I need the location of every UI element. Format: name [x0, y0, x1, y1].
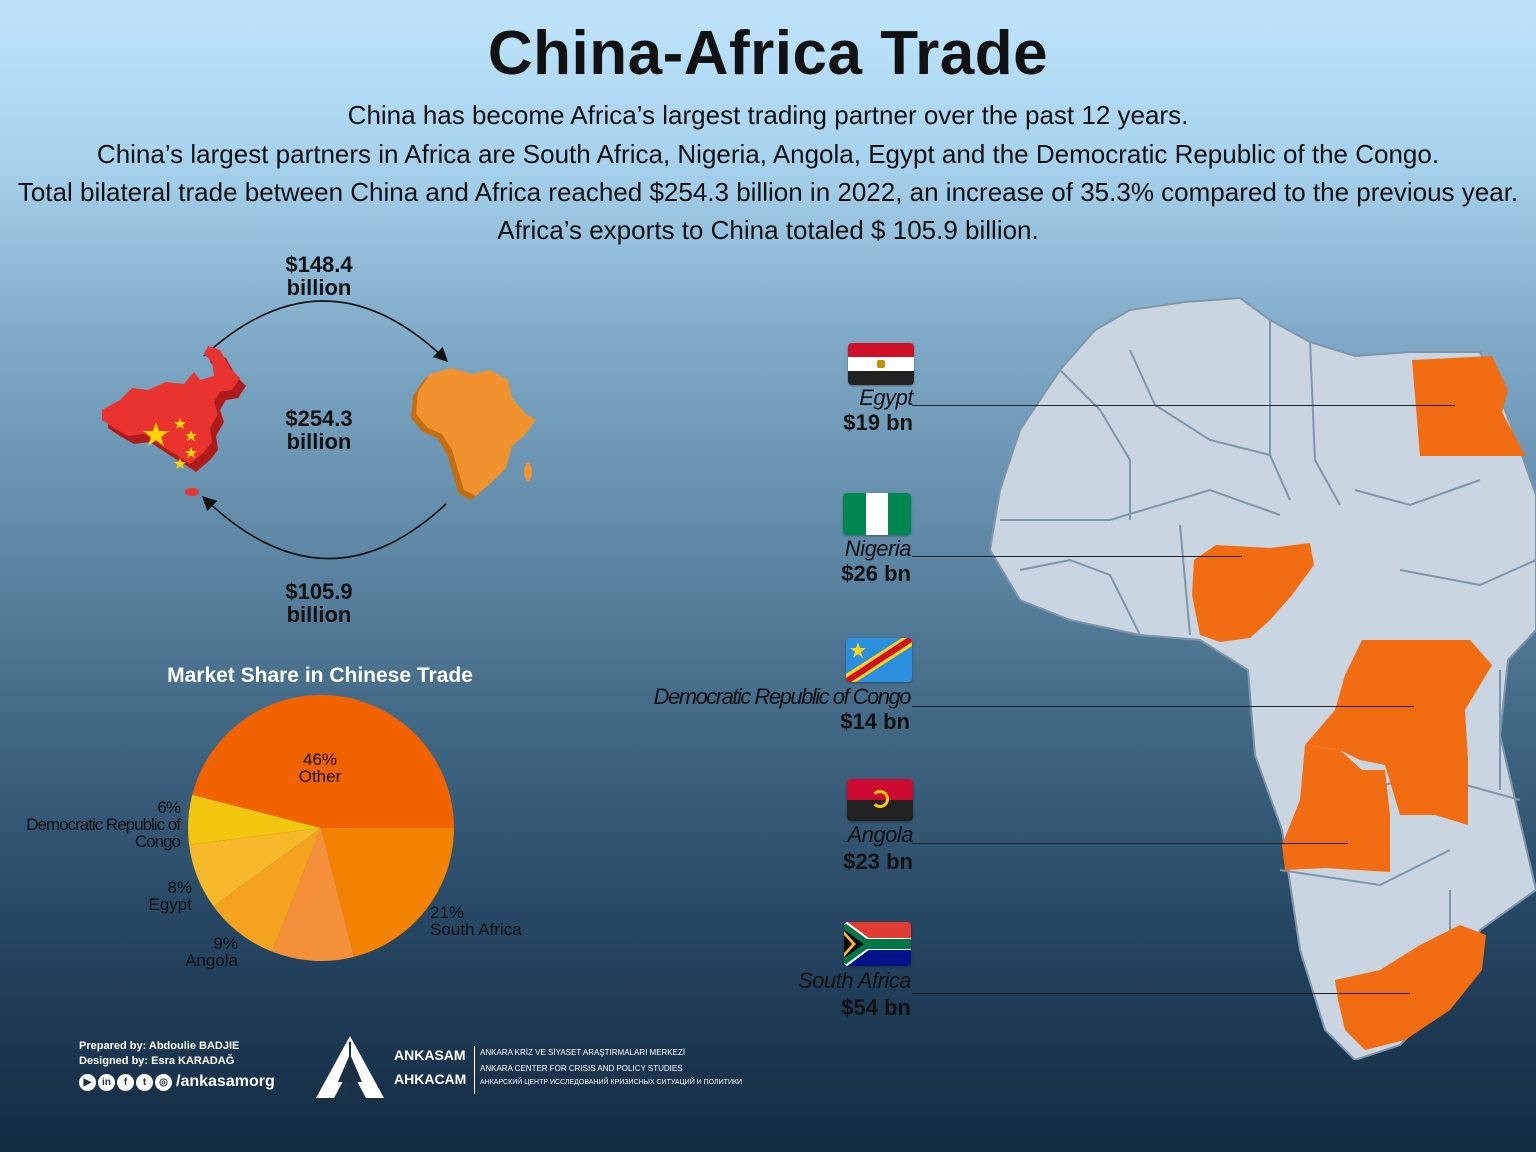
credit-prepared: Prepared by: Abdoulie BADJIE: [79, 1040, 240, 1052]
brand-name-cyrillic: AHKACAM: [394, 1071, 467, 1087]
egypt-highlight: [1412, 356, 1526, 456]
africa-to-china-amount: $105.9 billion: [285, 579, 353, 627]
leader-line-south-africa: [912, 993, 1410, 994]
brand-name-latin: ANKASAM: [394, 1047, 466, 1063]
org-name-ru: АНКАРСКИЙ ЦЕНТР ИССЛЕДОВАНИЙ КРИЗИСНЫХ С…: [480, 1079, 743, 1086]
country-name-nigeria: Nigeria: [844, 536, 912, 561]
intro-line-3: Total bilateral trade between China and …: [17, 177, 1519, 207]
africa-map-icon: [411, 368, 536, 500]
twitter-icon[interactable]: t: [136, 1073, 153, 1091]
ankasam-logo: [316, 1036, 384, 1098]
org-name-en: ANKARA CENTER FOR CRISIS AND POLICY STUD…: [480, 1064, 683, 1073]
pie-slice-angola: [213, 828, 321, 952]
social-handle[interactable]: /ankasamorg: [176, 1073, 275, 1090]
social-links: ▶ in f t ◎ /ankasamorg: [79, 1073, 275, 1091]
country-value-egypt: $19 bn: [843, 410, 913, 435]
facebook-icon[interactable]: f: [117, 1073, 134, 1091]
leader-line-nigeria: [912, 556, 1242, 557]
intro-line-1: China has become Africa’s largest tradin…: [347, 100, 1189, 130]
linkedin-icon[interactable]: in: [98, 1073, 115, 1091]
trade-flow-diagram: [102, 300, 536, 560]
instagram-icon[interactable]: ◎: [155, 1073, 172, 1091]
country-name-angola: Angola: [847, 822, 913, 847]
leader-line-egypt: [912, 405, 1455, 406]
market-share-pie-chart: [188, 695, 454, 961]
country-value-nigeria: $26 bn: [841, 561, 911, 586]
nigeria-flag-icon: [843, 493, 911, 535]
pie-slice-unlabeled-2: [272, 828, 355, 961]
intro-line-4: Africa’s exports to China totaled $ 105.…: [497, 215, 1039, 245]
leader-line-drc: [912, 706, 1414, 707]
arrow-china-to-africa: [203, 300, 449, 363]
south-africa-flag-icon: [844, 922, 911, 966]
page-title: China-Africa Trade: [487, 19, 1049, 88]
pie-label-drc: 6% Democratic Republic of Congo: [26, 798, 181, 851]
pie-slice-other: [192, 695, 454, 828]
country-value-drc: $14 bn: [840, 709, 910, 734]
pie-label-angola: 9% Angola: [185, 934, 238, 970]
chart-title: Market Share in Chinese Trade: [167, 664, 473, 687]
country-name-south-africa: South Africa: [797, 968, 912, 993]
arrow-africa-to-china: [201, 495, 447, 560]
drc-flag-icon: [846, 638, 912, 682]
leader-line-angola: [912, 843, 1348, 844]
south-africa-highlight: [1335, 925, 1486, 1050]
country-name-drc: Democratic Republic of Congo: [653, 684, 912, 709]
china-map-icon: [102, 346, 246, 496]
angola-highlight: [1282, 745, 1390, 872]
pie-slice-democratic-republic-of-congo: [188, 794, 321, 845]
brand-divider: [474, 1046, 475, 1094]
angola-flag-icon: [847, 779, 913, 821]
total-trade-amount: $254.3 billion: [285, 406, 353, 454]
nigeria-highlight: [1192, 543, 1314, 642]
country-value-south-africa: $54 bn: [841, 995, 911, 1020]
egypt-flag-icon: [848, 343, 914, 385]
youtube-icon[interactable]: ▶: [79, 1073, 96, 1091]
pie-label-egypt: 8% Egypt: [148, 878, 192, 914]
pie-slice-south-africa: [321, 828, 454, 957]
intro-line-2: China’s largest partners in Africa are S…: [96, 139, 1440, 169]
pie-label-other: 46% Other: [298, 750, 342, 786]
drc-highlight: [1305, 640, 1492, 825]
org-name-tr: ANKARA KRİZ VE SİYASET ARAŞTIRMALARI MER…: [480, 1048, 686, 1057]
china-to-africa-amount: $148.4 billion: [285, 252, 353, 300]
pie-label-south-africa: 21% South Africa: [430, 903, 522, 939]
africa-map: [988, 296, 1536, 1060]
pie-slice-egypt: [189, 828, 321, 907]
credit-designed: Designed by: Esra KARADAĞ: [79, 1055, 235, 1067]
country-value-angola: $23 bn: [843, 849, 913, 874]
country-name-egypt: Egypt: [859, 385, 913, 410]
